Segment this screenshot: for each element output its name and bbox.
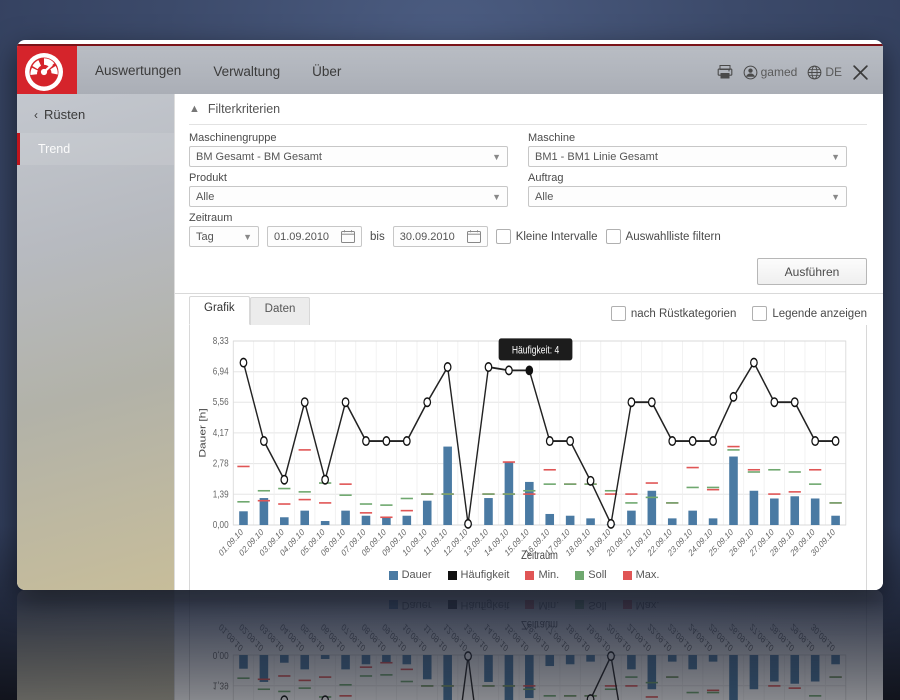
svg-text:10.09.10: 10.09.10 [401, 622, 429, 655]
svg-text:8,33: 8,33 [213, 334, 229, 346]
svg-text:04.09.10: 04.09.10 [278, 622, 306, 655]
svg-text:2,78: 2,78 [213, 457, 229, 469]
svg-text:1,39: 1,39 [213, 487, 229, 499]
svg-text:27.09.10: 27.09.10 [748, 622, 776, 655]
svg-text:16.09.10: 16.09.10 [523, 622, 551, 655]
svg-text:6,94: 6,94 [213, 365, 229, 377]
svg-text:12.09.10: 12.09.10 [442, 622, 470, 655]
svg-text:11.09.10: 11.09.10 [422, 622, 449, 654]
svg-text:23.09.10: 23.09.10 [666, 622, 694, 655]
svg-text:01.09.10: 01.09.10 [217, 622, 245, 655]
svg-text:06.09.10: 06.09.10 [319, 622, 347, 655]
svg-text:18.09.10: 18.09.10 [564, 622, 592, 655]
svg-text:24.09.10: 24.09.10 [687, 622, 715, 655]
svg-text:0,00: 0,00 [213, 650, 229, 662]
svg-text:5,56: 5,56 [213, 395, 229, 407]
svg-text:13.09.10: 13.09.10 [462, 622, 490, 655]
svg-text:0,00: 0,00 [213, 518, 229, 530]
svg-text:09.09.10: 09.09.10 [380, 622, 408, 655]
svg-text:15.09.10: 15.09.10 [503, 622, 531, 655]
svg-text:20.09.10: 20.09.10 [605, 622, 633, 655]
svg-text:17.09.10: 17.09.10 [544, 622, 572, 655]
svg-text:Zeitraum: Zeitraum [521, 618, 558, 631]
svg-text:25.09.10: 25.09.10 [707, 622, 735, 655]
svg-text:Dauer [h]: Dauer [h] [198, 408, 208, 457]
svg-text:03.09.10: 03.09.10 [258, 622, 286, 655]
svg-text:14.09.10: 14.09.10 [482, 622, 510, 655]
svg-text:30.09.10: 30.09.10 [809, 622, 837, 655]
svg-text:19.09.10: 19.09.10 [585, 622, 613, 655]
svg-text:29.09.10: 29.09.10 [789, 622, 817, 655]
svg-text:1,39: 1,39 [213, 680, 229, 692]
svg-text:05.09.10: 05.09.10 [299, 622, 327, 655]
svg-text:08.09.10: 08.09.10 [360, 622, 388, 655]
svg-text:07.09.10: 07.09.10 [340, 622, 368, 655]
svg-text:Zeitraum: Zeitraum [521, 549, 558, 562]
svg-text:22.09.10: 22.09.10 [646, 622, 674, 655]
svg-text:21.09.10: 21.09.10 [625, 622, 653, 655]
svg-text:28.09.10: 28.09.10 [768, 622, 796, 655]
svg-text:4,17: 4,17 [213, 426, 229, 438]
svg-text:Häufigkeit: 4: Häufigkeit: 4 [512, 344, 560, 356]
svg-text:02.09.10: 02.09.10 [237, 622, 265, 655]
svg-text:26.09.10: 26.09.10 [727, 622, 755, 655]
